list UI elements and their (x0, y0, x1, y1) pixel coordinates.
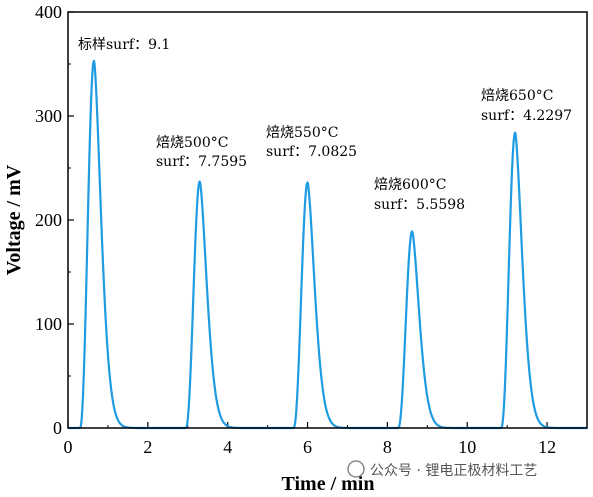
x-tick-label: 12 (538, 437, 556, 457)
y-tick-label: 400 (35, 2, 62, 22)
annotation-500-line1: 焙烧500°C (156, 135, 228, 151)
annotation-550-line1: 焙烧550°C (266, 125, 338, 141)
x-tick-labels: 0 2 4 6 8 10 12 (64, 437, 557, 457)
x-tick-label: 8 (383, 437, 392, 457)
y-tick-labels: 0 100 200 300 400 (35, 2, 62, 438)
x-tick-label: 4 (223, 437, 232, 457)
peak-annotations: 标样surf：9.1 焙烧500°C surf：7.7595 焙烧550°C s… (78, 37, 572, 213)
watermark-text: 公众号 · 锂电正极材料工艺 (370, 463, 537, 479)
annotation-500-line2: surf：7.7595 (156, 154, 247, 170)
annotation-600-line1: 焙烧600°C (374, 177, 446, 193)
y-tick-label: 0 (53, 418, 62, 438)
x-tick-label: 10 (458, 437, 476, 457)
wechat-icon (347, 460, 365, 478)
annotation-650-line2: surf：4.2297 (481, 108, 572, 124)
x-axis-title: Time / min (282, 473, 375, 495)
axis-ticks (67, 11, 588, 429)
watermark: 公众号 · 锂电正极材料工艺 (347, 460, 537, 479)
x-tick-label: 0 (64, 437, 73, 457)
annotation-standard: 标样surf：9.1 (78, 37, 170, 53)
y-axis-title: Voltage / mV (3, 164, 25, 275)
plot-frame (67, 11, 588, 429)
y-tick-label: 100 (35, 314, 62, 334)
x-tick-label: 6 (303, 437, 312, 457)
y-tick-label: 200 (35, 210, 62, 230)
annotation-650-line1: 焙烧650°C (481, 88, 553, 104)
annotation-550-line2: surf：7.0825 (266, 144, 357, 160)
annotation-600-line2: surf：5.5598 (374, 197, 465, 213)
y-tick-label: 300 (35, 106, 62, 126)
x-tick-label: 2 (143, 437, 152, 457)
